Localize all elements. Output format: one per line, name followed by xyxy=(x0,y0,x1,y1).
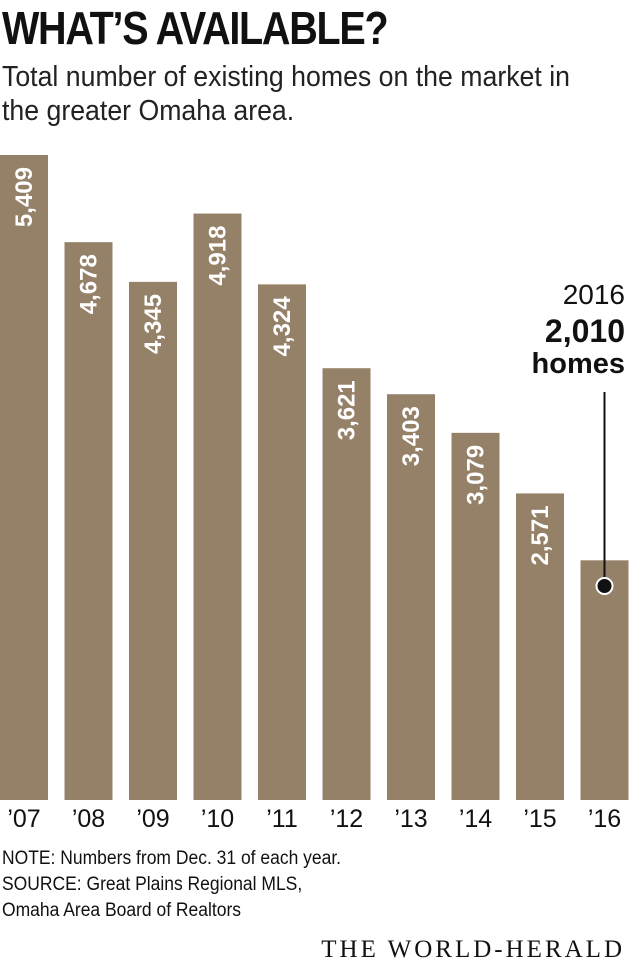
bar-value-label: 3,403 xyxy=(398,406,425,466)
x-tick-label: ’15 xyxy=(523,805,556,833)
x-tick-label: ’08 xyxy=(72,805,105,833)
bar xyxy=(0,155,48,800)
chart-title: WHAT’S AVAILABLE? xyxy=(2,2,389,54)
bar-value-label: 2,571 xyxy=(527,505,554,565)
source-text-line1: SOURCE: Great Plains Regional MLS, xyxy=(2,874,303,895)
bar-value-label: 4,345 xyxy=(140,294,167,354)
publisher-logo: THE WORLD-HERALD xyxy=(321,936,625,963)
x-tick-label: ’07 xyxy=(7,805,40,833)
bar xyxy=(193,213,242,801)
x-tick-label: ’13 xyxy=(394,805,427,833)
source-text-line2: Omaha Area Board of Realtors xyxy=(2,900,242,921)
bar xyxy=(64,242,113,801)
x-tick-label: ’16 xyxy=(588,805,621,833)
annotation-marker xyxy=(595,577,614,595)
bar xyxy=(516,493,564,800)
bar-value-label: 4,678 xyxy=(76,254,103,314)
bar-value-label: 4,324 xyxy=(269,296,296,357)
x-tick-label: ’09 xyxy=(136,805,169,833)
x-tick-label: ’11 xyxy=(266,805,298,833)
bar-value-label: 3,079 xyxy=(463,445,490,505)
annotation-value: 2,010 xyxy=(545,313,625,349)
bar xyxy=(129,281,177,800)
bar xyxy=(451,432,500,800)
x-tick-label: ’10 xyxy=(201,805,234,833)
annotation-unit: homes xyxy=(532,348,625,380)
annotation-year: 2016 xyxy=(563,279,625,310)
bar xyxy=(387,394,435,800)
footnotes: NOTE: Numbers from Dec. 31 of each year.… xyxy=(2,846,341,924)
x-tick-label: ’14 xyxy=(459,805,492,833)
bar-value-label: 3,621 xyxy=(334,380,361,440)
bar xyxy=(258,284,306,800)
x-tick-label: ’12 xyxy=(330,805,363,833)
bar xyxy=(322,368,371,800)
bar-value-label: 4,918 xyxy=(205,226,232,286)
bar-value-label: 5,409 xyxy=(11,167,38,227)
bar xyxy=(580,560,629,800)
chart-subtitle: Total number of existing homes on the ma… xyxy=(2,61,570,127)
note-text: NOTE: Numbers from Dec. 31 of each year. xyxy=(2,848,342,869)
